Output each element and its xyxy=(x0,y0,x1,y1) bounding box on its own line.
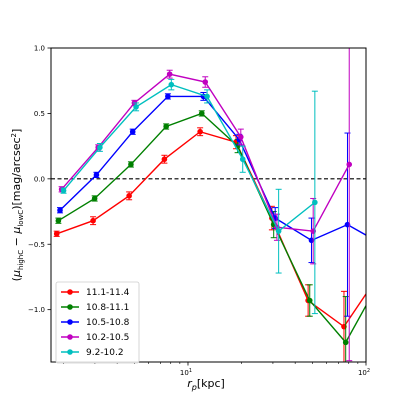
legend-swatch-marker xyxy=(67,289,73,295)
y-axis-label: (μhighC − μlowC)[mag/arcsec2] xyxy=(10,129,25,282)
legend-swatch-marker xyxy=(67,319,73,325)
data-point xyxy=(53,230,60,237)
series-clip-group xyxy=(53,48,366,362)
data-point xyxy=(97,144,103,151)
data-point xyxy=(55,217,62,224)
data-point xyxy=(275,228,282,234)
data-point xyxy=(166,71,173,77)
data-point xyxy=(129,128,136,135)
series-line xyxy=(59,95,366,242)
data-point xyxy=(204,93,210,100)
x-tick-label: 101 xyxy=(180,368,192,377)
series-line xyxy=(58,112,366,344)
y-tick-label: −1.0 xyxy=(28,306,45,314)
y-tick-label: −0.5 xyxy=(28,241,45,249)
y-tick-label: 1.0 xyxy=(34,45,45,53)
legend-item: 10.8-11.1 xyxy=(61,303,129,313)
legend-item: 10.2-10.5 xyxy=(61,333,129,343)
data-point xyxy=(312,199,318,206)
legend-box xyxy=(55,281,140,364)
series-layer xyxy=(53,48,366,362)
legend-swatch-marker xyxy=(67,349,73,355)
x-axis-label: rp[kpc] xyxy=(187,377,225,392)
series-11.1-11.4 xyxy=(53,127,366,362)
legend-item: 9.2-10.2 xyxy=(61,348,124,358)
data-point xyxy=(202,79,209,85)
y-tick-label: 0.0 xyxy=(34,175,45,183)
data-point xyxy=(93,172,100,178)
data-point xyxy=(163,123,169,130)
legend-swatch-marker xyxy=(67,304,73,310)
axes-layer: 1.0 0.5 0.0 −0.5 −1.0 101 102 xyxy=(28,45,370,378)
series-9.2-10.2 xyxy=(60,78,318,315)
series-line xyxy=(63,83,316,233)
legend-label: 10.2-10.5 xyxy=(86,333,129,343)
data-point xyxy=(161,156,168,163)
data-point xyxy=(342,339,349,346)
y-tick-label: 0.5 xyxy=(34,110,45,118)
data-point xyxy=(57,207,63,214)
legend-label: 10.8-11.1 xyxy=(86,303,129,313)
legend: 11.1-11.4 10.8-11.1 10.5-10.8 10.2-10.5 9.2-… xyxy=(55,281,140,364)
series-line xyxy=(56,130,366,328)
x-tick-label: 102 xyxy=(358,368,370,377)
data-point xyxy=(91,195,98,202)
legend-label: 9.2-10.2 xyxy=(86,348,124,358)
data-point xyxy=(237,134,244,140)
data-point xyxy=(165,93,171,100)
data-point xyxy=(90,217,96,224)
legend-label: 11.1-11.4 xyxy=(86,288,130,298)
data-point xyxy=(128,161,134,168)
data-point xyxy=(198,110,205,117)
legend-label: 10.5-10.8 xyxy=(86,318,130,328)
data-point xyxy=(126,193,132,199)
data-point xyxy=(168,81,175,88)
data-point xyxy=(346,161,353,168)
data-point xyxy=(60,187,67,194)
data-point xyxy=(197,128,203,135)
data-point xyxy=(133,104,139,110)
legend-swatch-marker xyxy=(67,334,73,340)
legend-item: 11.1-11.4 xyxy=(61,288,130,298)
plot-frame xyxy=(50,47,367,363)
legend-item: 10.5-10.8 xyxy=(61,318,130,328)
data-point xyxy=(239,156,246,163)
data-point xyxy=(306,297,313,304)
